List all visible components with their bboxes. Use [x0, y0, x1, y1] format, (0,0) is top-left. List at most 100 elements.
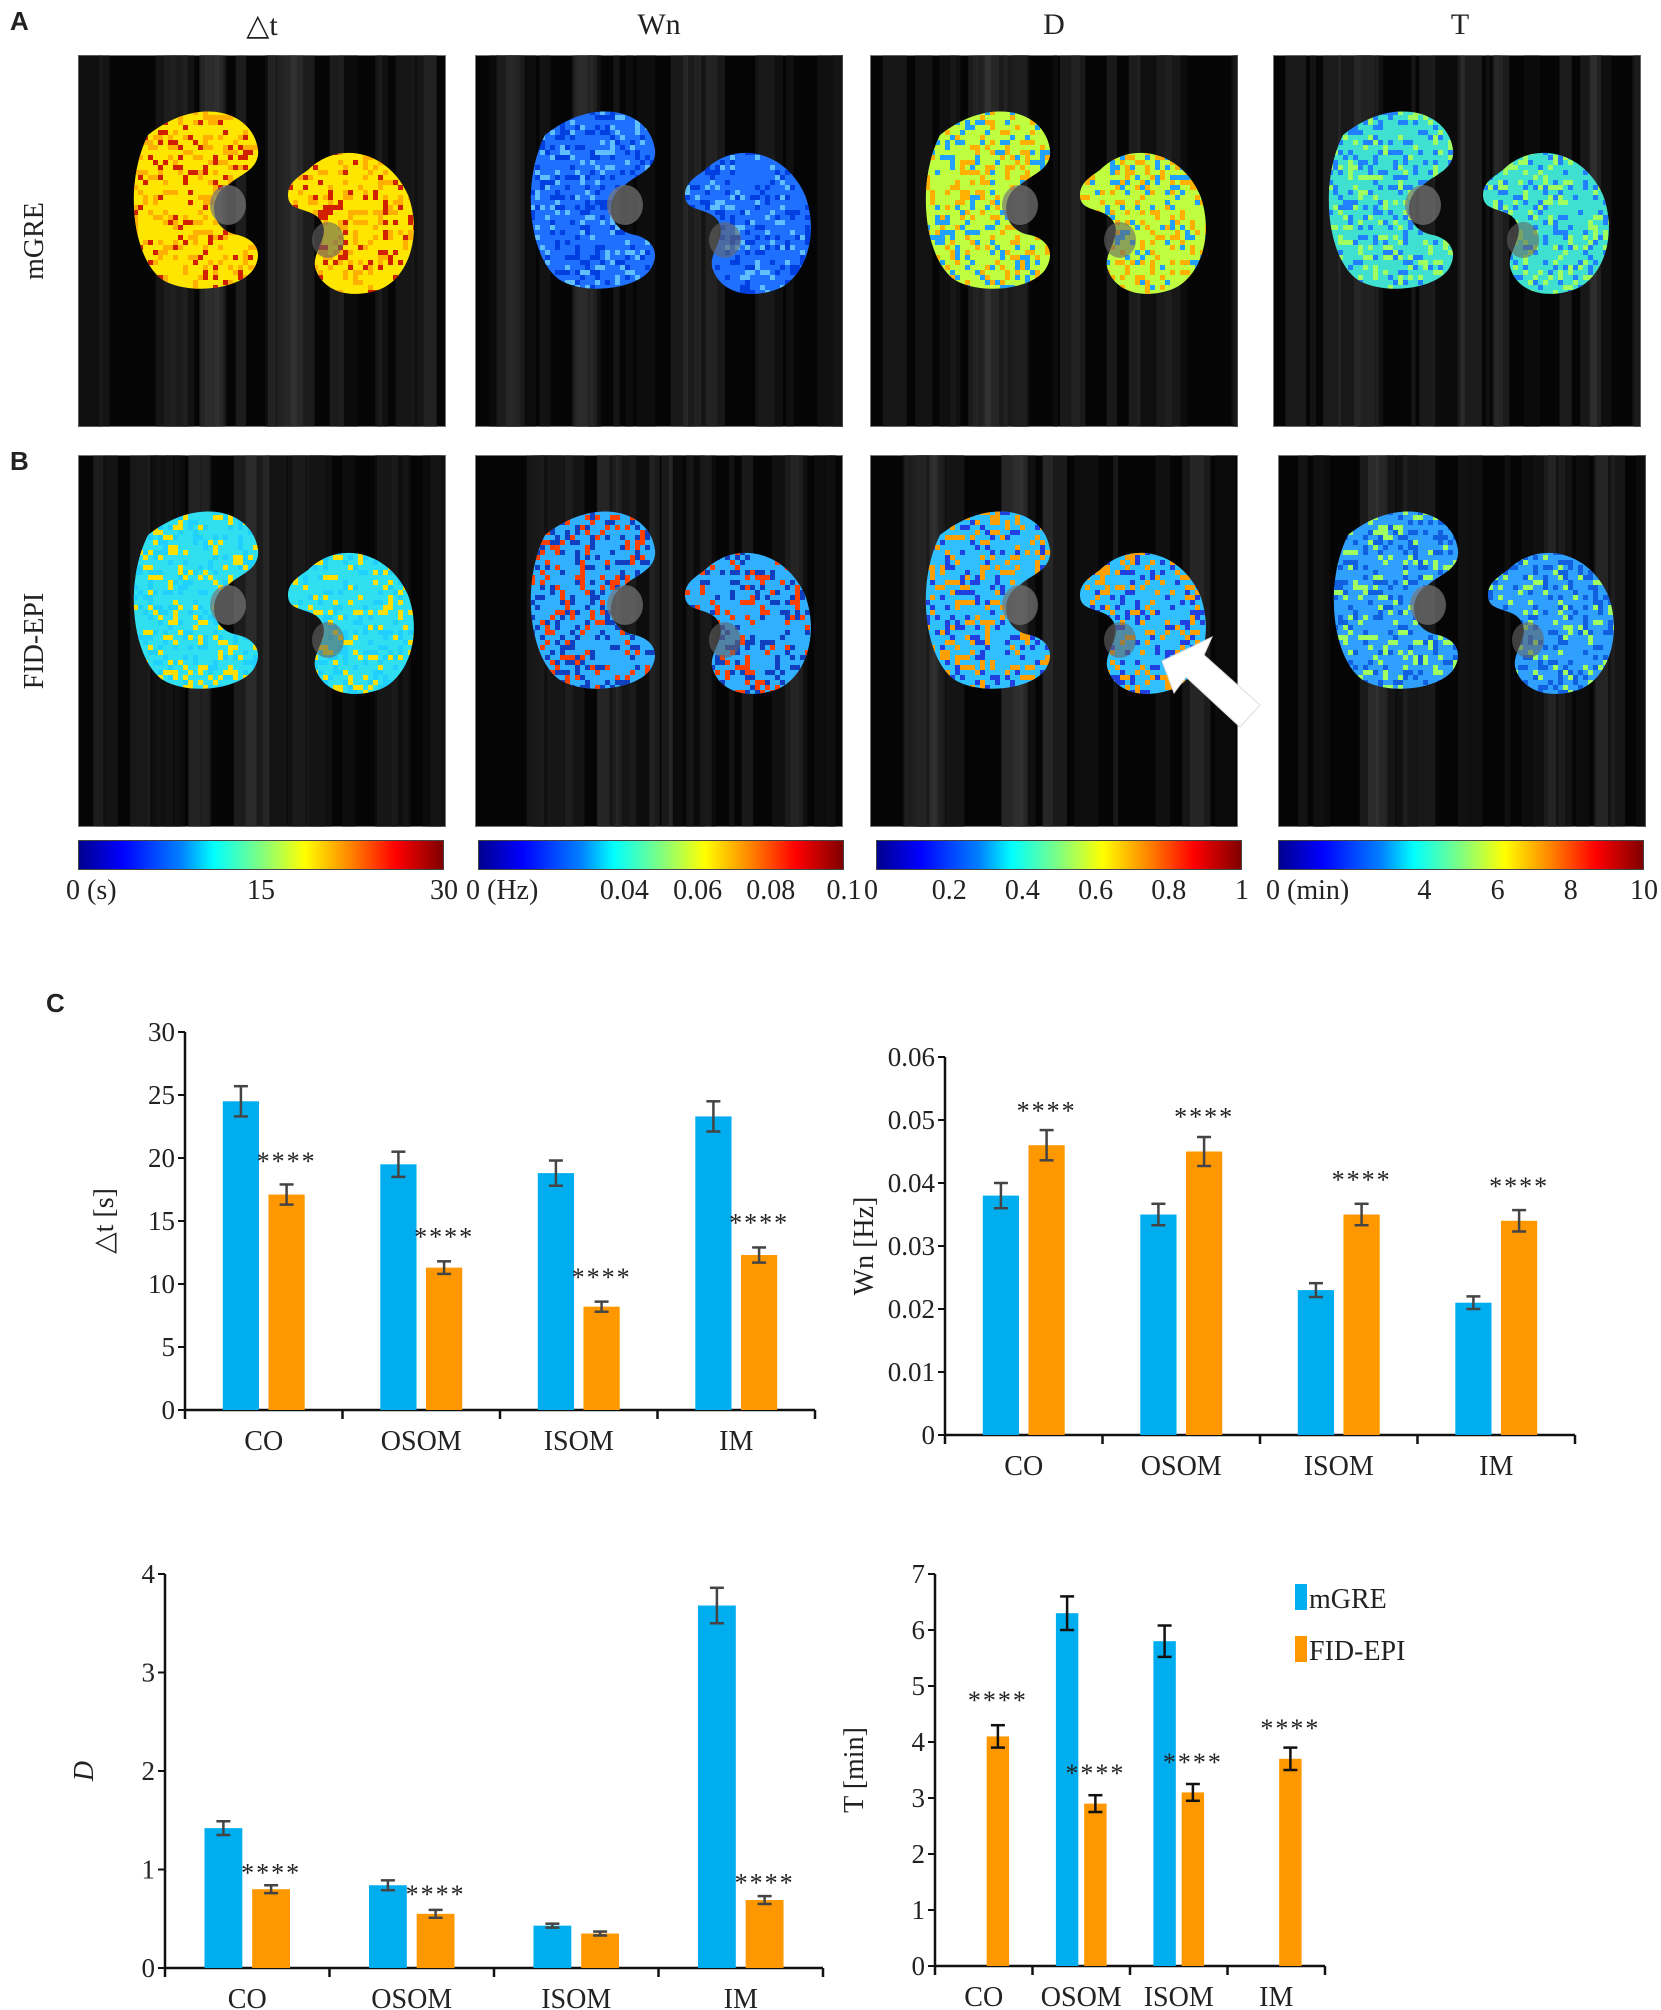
y-tick-label: 0.01	[888, 1357, 935, 1387]
bar-fid-epi	[1182, 1792, 1204, 1966]
colorbar-tick-label: 6	[1491, 875, 1505, 907]
y-tick-label: 10	[148, 1269, 175, 1299]
bar-mgre	[1298, 1290, 1334, 1435]
y-tick-label: 0.05	[888, 1105, 935, 1135]
mri-image	[1273, 55, 1641, 427]
bar-fid-epi	[1343, 1215, 1379, 1436]
y-tick-label: 4	[142, 1559, 156, 1589]
annotation-arrow-icon	[1160, 635, 1270, 735]
bar-fid-epi	[746, 1900, 784, 1968]
x-tick-label: IM	[1479, 1451, 1513, 1482]
mri-map-mgre-d	[870, 55, 1238, 427]
significance-marker: ****	[968, 1686, 1028, 1715]
mri-map-fid-epi-wn	[475, 455, 843, 827]
bar-mgre	[538, 1173, 574, 1410]
significance-marker: ****	[572, 1263, 632, 1292]
mri-map-mgre-delta-t	[78, 55, 446, 427]
legend-swatch	[1295, 1636, 1307, 1662]
bar-mgre	[369, 1885, 407, 1968]
x-tick-label: OSOM	[1041, 1982, 1122, 2010]
bar-fid-epi	[581, 1934, 619, 1968]
kidney-overlay	[78, 55, 446, 427]
significance-marker: ****	[257, 1147, 317, 1176]
bar-fid-epi	[1186, 1152, 1222, 1436]
legend-label: FID-EPI	[1309, 1636, 1405, 1667]
legend-label: mGRE	[1309, 1584, 1387, 1615]
bar-mgre	[695, 1116, 731, 1410]
panel-label-a: A	[10, 6, 29, 37]
mri-image	[78, 455, 446, 827]
x-tick-label: IM	[1259, 1982, 1293, 2010]
significance-marker: ****	[729, 1209, 789, 1238]
significance-marker: ****	[1065, 1759, 1125, 1788]
colorbar-tick-label: 0	[864, 875, 878, 907]
bar-mgre	[1153, 1641, 1175, 1966]
significance-marker: ****	[735, 1868, 795, 1897]
colorbar-wn	[478, 840, 844, 870]
x-tick-label: ISOM	[541, 1984, 611, 2010]
y-axis-label: T [min]	[839, 1727, 870, 1813]
bar-mgre	[1140, 1215, 1176, 1436]
colorbar-tick-label: 0 (s)	[66, 875, 117, 907]
y-tick-label: 0.06	[888, 1042, 935, 1072]
y-tick-label: 6	[912, 1615, 926, 1645]
bar-fid-epi	[1501, 1221, 1537, 1435]
bar-fid-epi	[426, 1268, 462, 1410]
y-axis-label: D	[69, 1761, 100, 1782]
bar-fid-epi	[1028, 1145, 1064, 1435]
y-tick-label: 0.03	[888, 1231, 935, 1261]
y-tick-label: 20	[148, 1143, 175, 1173]
bar-fid-epi	[741, 1255, 777, 1410]
y-tick-label: 1	[912, 1895, 926, 1925]
y-axis-label: △t [s]	[89, 1188, 120, 1254]
bar-fid-epi	[252, 1889, 290, 1968]
bar-mgre	[204, 1828, 242, 1968]
column-title-delta-t: △t	[78, 8, 446, 43]
bar-fid-epi	[268, 1195, 304, 1410]
column-title-wn: Wn	[475, 8, 843, 42]
significance-marker: ****	[1489, 1172, 1549, 1201]
x-tick-label: OSOM	[1141, 1451, 1222, 1482]
y-tick-label: 5	[162, 1332, 176, 1362]
colorbar-tick-label: 0.6	[1078, 875, 1113, 907]
column-title-t: T	[1276, 8, 1644, 42]
colorbar-tick-label: 8	[1564, 875, 1578, 907]
mri-image	[475, 455, 843, 827]
x-tick-label: CO	[1004, 1451, 1043, 1482]
colorbar-tick-label: 4	[1417, 875, 1431, 907]
legend-swatch	[1295, 1584, 1307, 1610]
significance-marker: ****	[1332, 1166, 1392, 1195]
y-tick-label: 0	[912, 1951, 926, 1981]
y-tick-label: 4	[912, 1727, 926, 1757]
colorbar-tick-label: 0.04	[600, 875, 649, 907]
bar-mgre	[983, 1196, 1019, 1435]
bar-fid-epi	[1279, 1759, 1301, 1966]
x-tick-label: IM	[724, 1984, 758, 2010]
bar-fid-epi	[1084, 1804, 1106, 1966]
mri-image	[870, 55, 1238, 427]
bar-fid-epi	[417, 1914, 455, 1968]
column-title-d: D	[870, 8, 1238, 42]
row-label-mgre: mGRE	[19, 141, 51, 341]
y-tick-label: 5	[912, 1671, 926, 1701]
colorbar-tick-label: 10	[1630, 875, 1658, 907]
bar-fid-epi	[987, 1736, 1009, 1966]
colorbar-tick-label: 0.4	[1005, 875, 1040, 907]
colorbar-t	[1278, 840, 1644, 870]
panel-label-c: C	[46, 988, 65, 1019]
y-tick-label: 15	[148, 1206, 175, 1236]
mri-image	[78, 55, 446, 427]
mri-map-mgre-t	[1273, 55, 1641, 427]
colorbar-tick-label: 0.1	[827, 875, 862, 907]
significance-marker: ****	[1017, 1096, 1077, 1125]
significance-marker: ****	[1260, 1714, 1320, 1743]
colorbar-tick-label: 0 (Hz)	[466, 875, 538, 907]
mri-map-fid-epi-delta-t	[78, 455, 446, 827]
mri-map-mgre-wn	[475, 55, 843, 427]
y-tick-label: 7	[912, 1559, 926, 1589]
y-tick-label: 3	[142, 1658, 156, 1688]
bar-mgre	[1056, 1613, 1078, 1966]
